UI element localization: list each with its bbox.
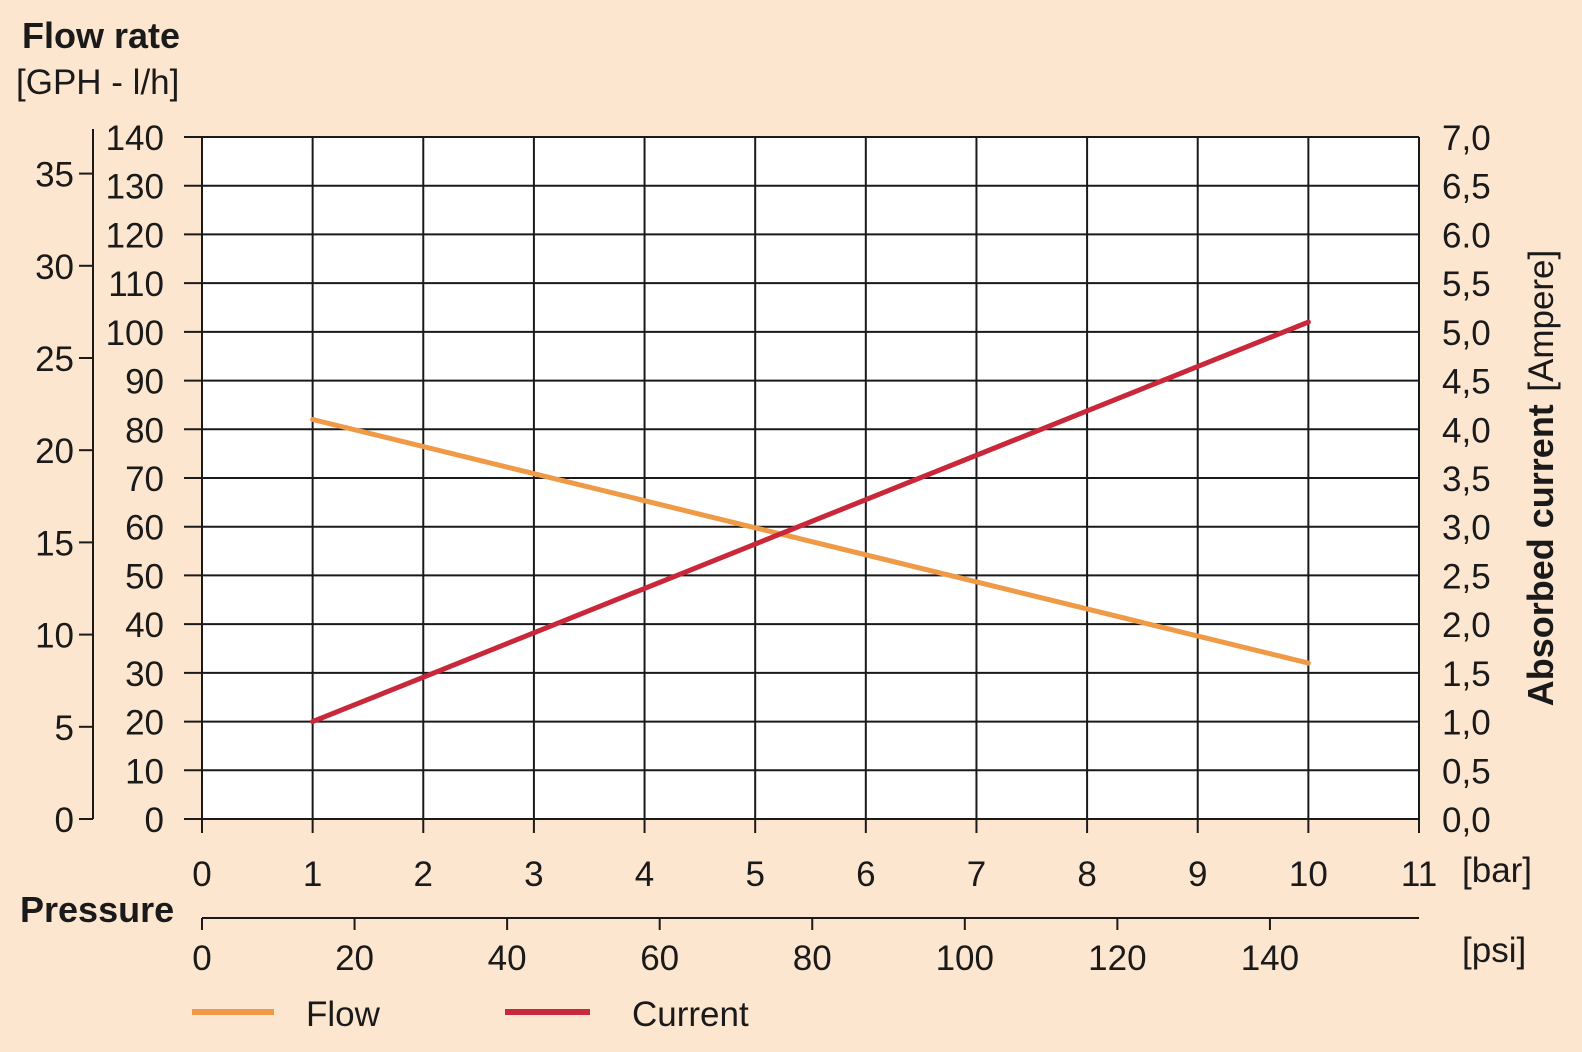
y-lh-tick-label: 60 (125, 509, 164, 548)
y-gph-tick-label: 15 (35, 524, 74, 563)
x-bar-tick-label: 5 (745, 855, 764, 894)
x-bar-tick-label: 1 (303, 855, 322, 894)
x-psi-tick-label: 100 (936, 939, 994, 978)
y-ampere-tick-label: 6,5 (1442, 168, 1491, 207)
y-gph-tick-label: 25 (35, 340, 74, 379)
x-unit-psi: [psi] (1462, 931, 1526, 970)
axes-layer: 0 1 2 3 4 5 6 7 8 9 10 110 20 40 60 80 100 120 14001020304… (35, 119, 1491, 978)
y-ampere-tick-label: 2,5 (1442, 557, 1491, 596)
y-ampere-tick-label: 0,5 (1442, 752, 1491, 791)
x-bar-tick-label: 6 (856, 855, 875, 894)
y-lh-tick-label: 10 (125, 752, 164, 791)
grid-layer (201, 136, 1420, 820)
y-gph-tick-label: 20 (35, 432, 74, 471)
x-axis-title: Pressure (20, 889, 174, 930)
y-ampere-tick-label: 6.0 (1442, 216, 1491, 255)
y-ampere-tick-label: 1,5 (1442, 655, 1491, 694)
y-ampere-tick-label: 1,0 (1442, 704, 1491, 743)
series-layer (310, 319, 1311, 725)
y-ampere-tick-label: 0,0 (1442, 801, 1491, 840)
y-gph-tick-label: 30 (35, 248, 74, 287)
x-bar-tick-label: 7 (967, 855, 986, 894)
right-axis-title: Absorbed current [Ampere] (1520, 250, 1561, 707)
y-lh-tick-label: 40 (125, 606, 164, 645)
x-psi-tick-label: 40 (488, 939, 527, 978)
x-bar-tick-label: 3 (524, 855, 543, 894)
y-lh-tick-label: 50 (125, 557, 164, 596)
y-ampere-tick-label: 3,0 (1442, 509, 1491, 548)
y-ampere-tick-label: 7,0 (1442, 119, 1491, 158)
y-ampere-tick-label: 3,5 (1442, 460, 1491, 499)
y-ampere-tick-label: 5,0 (1442, 314, 1491, 353)
x-psi-tick-label: 60 (640, 939, 679, 978)
x-bar-tick-label: 10 (1289, 855, 1328, 894)
y-lh-tick-label: 30 (125, 655, 164, 694)
x-bar-tick-label: 9 (1188, 855, 1207, 894)
y-lh-tick-label: 100 (106, 314, 164, 353)
right-axis-title-unit: [Ampere] (1522, 250, 1561, 392)
x-bar-tick-label: 2 (414, 855, 433, 894)
y-lh-tick-label: 110 (108, 265, 164, 304)
y-gph-tick-label: 35 (35, 156, 74, 195)
y-lh-tick-label: 0 (145, 801, 164, 840)
y-lh-tick-label: 140 (106, 119, 164, 158)
x-bar-tick-label: 4 (635, 855, 654, 894)
left-axis-title: Flow rate (22, 15, 180, 56)
x-bar-tick-label: 11 (1401, 855, 1437, 894)
x-psi-tick-label: 20 (335, 939, 374, 978)
x-bar-tick-label: 8 (1077, 855, 1096, 894)
series-line-flow (310, 417, 1311, 666)
y-lh-tick-label: 130 (106, 168, 164, 207)
x-psi-tick-label: 80 (793, 939, 832, 978)
x-bar-tick-label: 0 (192, 855, 211, 894)
y-gph-tick-label: 0 (55, 801, 74, 840)
y-ampere-tick-label: 2,0 (1442, 606, 1491, 645)
y-lh-tick-label: 80 (125, 411, 164, 450)
x-psi-tick-label: 0 (192, 939, 211, 978)
y-ampere-tick-label: 4,5 (1442, 363, 1491, 402)
legend-label-flow: Flow (306, 995, 381, 1034)
y-lh-tick-label: 90 (125, 363, 164, 402)
x-psi-tick-label: 140 (1241, 939, 1299, 978)
right-axis-title-bold: Absorbed current (1520, 404, 1561, 706)
x-unit-bar: [bar] (1462, 851, 1532, 890)
y-gph-tick-label: 5 (55, 709, 74, 748)
left-axis-unit: [GPH - l/h] (16, 63, 179, 102)
series-line-current (310, 319, 1311, 725)
y-ampere-tick-label: 4,0 (1442, 411, 1491, 450)
legend: Flow Current (192, 995, 749, 1034)
y-ampere-tick-label: 5,5 (1442, 265, 1491, 304)
y-lh-tick-label: 120 (106, 216, 164, 255)
y-lh-tick-label: 70 (125, 460, 164, 499)
x-psi-tick-label: 120 (1088, 939, 1146, 978)
legend-label-current: Current (632, 995, 749, 1034)
y-gph-tick-label: 10 (35, 617, 74, 656)
y-lh-tick-label: 20 (125, 704, 164, 743)
